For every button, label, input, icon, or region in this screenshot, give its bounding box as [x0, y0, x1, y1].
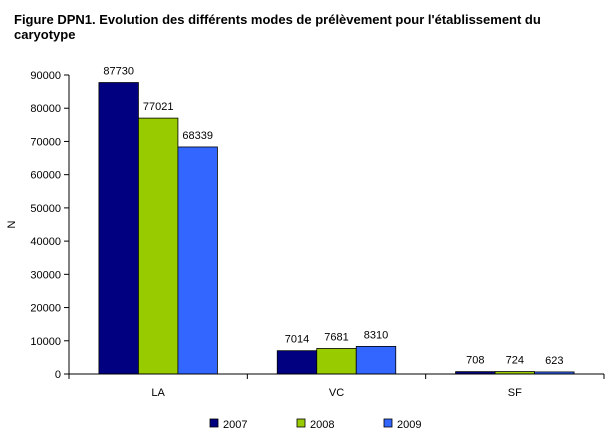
x-tick-label: VC: [329, 387, 344, 399]
bar-2007-VC: [276, 350, 318, 375]
chart-title: Figure DPN1. Evolution des différents mo…: [14, 12, 541, 42]
data-label: 7681: [324, 331, 348, 343]
bar-2007-LA: [98, 82, 139, 375]
legend-label: 2009: [397, 419, 421, 431]
data-label: 8310: [364, 329, 388, 341]
y-tick-label: 90000: [30, 70, 61, 82]
data-label: 77021: [143, 101, 174, 113]
bar-2009-LA: [177, 146, 218, 375]
legend-label: 2008: [310, 419, 334, 431]
x-tick-label: SF: [508, 387, 522, 399]
data-label: 708: [466, 355, 484, 367]
legend-label: 2007: [223, 419, 247, 431]
y-tick-label: 10000: [30, 336, 61, 348]
legend-swatch-2009: [383, 418, 393, 428]
data-label: 7014: [285, 334, 309, 346]
bar-2008-VC: [316, 348, 357, 375]
y-tick-label: 80000: [30, 103, 61, 115]
data-label: 68339: [182, 130, 213, 142]
y-axis-label: N: [6, 220, 18, 228]
x-tick-label: LA: [151, 387, 165, 399]
legend-swatch-2008: [296, 418, 306, 428]
data-label: 724: [506, 355, 524, 367]
y-tick-label: 70000: [30, 136, 61, 148]
legend-swatch-2007: [209, 418, 219, 428]
y-tick-label: 30000: [30, 269, 61, 281]
y-tick-label: 20000: [30, 303, 61, 315]
bar-2009-VC: [355, 345, 397, 375]
bar-2008-LA: [138, 117, 179, 375]
y-tick-label: 60000: [30, 170, 61, 182]
data-label: 87730: [103, 66, 134, 78]
y-tick-label: 0: [55, 369, 61, 381]
y-tick-label: 50000: [30, 203, 61, 215]
data-label: 623: [545, 355, 563, 367]
y-tick-label: 40000: [30, 236, 61, 248]
